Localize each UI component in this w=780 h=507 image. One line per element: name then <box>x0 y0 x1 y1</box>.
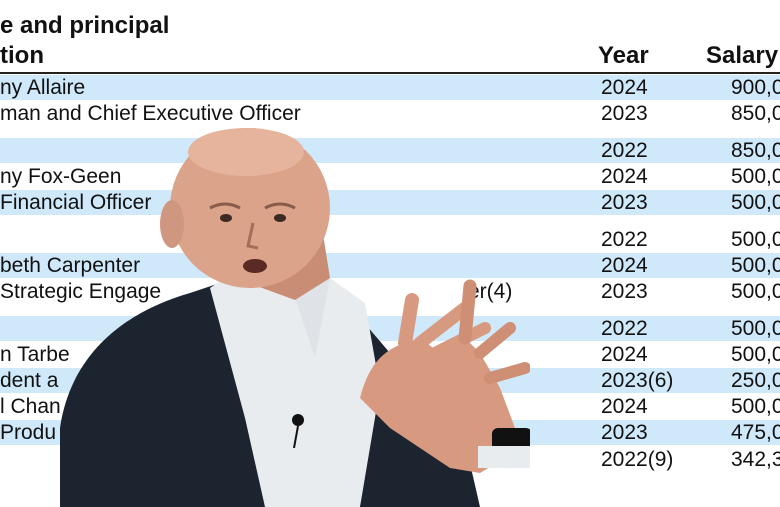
table-row: 2022 500,0 <box>0 227 780 252</box>
row-year: 2022 <box>601 317 648 340</box>
table-header-year: Year <box>598 42 649 69</box>
row-name: ny Allaire <box>0 76 86 99</box>
row-salary: 342,3 <box>731 448 780 471</box>
row-year: 2022(9) <box>601 448 674 471</box>
table-row: 2022(9) 342,3 <box>0 447 780 472</box>
row-name: ny Fox-Geen <box>0 165 122 188</box>
row-salary: 475,0 <box>731 421 780 444</box>
table-row: ny Allaire 2024 900,0 <box>0 75 780 100</box>
table-row: ny Fox-Geen 2024 500,0 <box>0 164 780 189</box>
row-name: l Chan <box>0 395 61 418</box>
row-year: 2022 <box>601 139 648 162</box>
hands <box>360 338 515 473</box>
row-salary: 500,0 <box>731 317 780 340</box>
header-rule <box>0 72 780 74</box>
row-salary: 850,0 <box>731 102 780 125</box>
table-header-name-line2: tion <box>0 42 44 69</box>
row-salary: 900,0 <box>731 76 780 99</box>
shirt <box>210 268 380 507</box>
row-year: 2024 <box>601 165 648 188</box>
row-name: n Tarbe <box>0 343 70 366</box>
table-row: 2022 850,0 <box>0 138 780 163</box>
row-name: Strategic Engage <box>0 280 162 303</box>
row-salary: 250,0 <box>731 369 780 392</box>
row-year: 2024 <box>601 395 648 418</box>
row-salary: 500,0 <box>731 165 780 188</box>
row-name: beth Carpenter <box>0 254 141 277</box>
row-year: 2023 <box>601 280 648 303</box>
row-year: 2022 <box>601 228 648 251</box>
table-row: Financial Officer 2023 500,0 <box>0 190 780 215</box>
row-salary: 850,0 <box>731 139 780 162</box>
row-salary: 500,0 <box>731 280 780 303</box>
row-salary: 500,0 <box>731 228 780 251</box>
mouth <box>243 259 267 273</box>
row-year: 2023 <box>601 102 648 125</box>
row-salary: 500,0 <box>731 343 780 366</box>
row-name: man and Chief Executive Officer <box>0 102 301 125</box>
table-header-salary: Salary <box>706 42 779 69</box>
row-salary: 500,0 <box>731 395 780 418</box>
row-year: 2023 <box>601 191 648 214</box>
table-row: l Chan 2024 500,0 <box>0 394 780 419</box>
row-year: 2024 <box>601 254 648 277</box>
table-header-name-line1: e and principal <box>0 12 170 39</box>
row-name: Produ <box>0 421 57 444</box>
table-row: man and Chief Executive Officer 2023 850… <box>0 101 780 126</box>
speaker-photo <box>60 128 530 507</box>
row-salary: 500,0 <box>731 254 780 277</box>
row-year: 2023 <box>601 421 648 444</box>
table-row: Strategic Engage er(4) 2023 500,0 <box>0 279 780 304</box>
row-salary: 500,0 <box>731 191 780 214</box>
row-name-continued: er(4) <box>468 280 513 303</box>
row-year: 2023(6) <box>601 369 674 392</box>
row-name: dent a <box>0 369 59 392</box>
row-year: 2024 <box>601 76 648 99</box>
lapel-mic <box>292 414 304 426</box>
row-name: Financial Officer <box>0 191 152 214</box>
row-year: 2024 <box>601 343 648 366</box>
table-row: beth Carpenter 2024 500,0 <box>0 253 780 278</box>
table-row: n Tarbe 2024 500,0 <box>0 342 780 367</box>
